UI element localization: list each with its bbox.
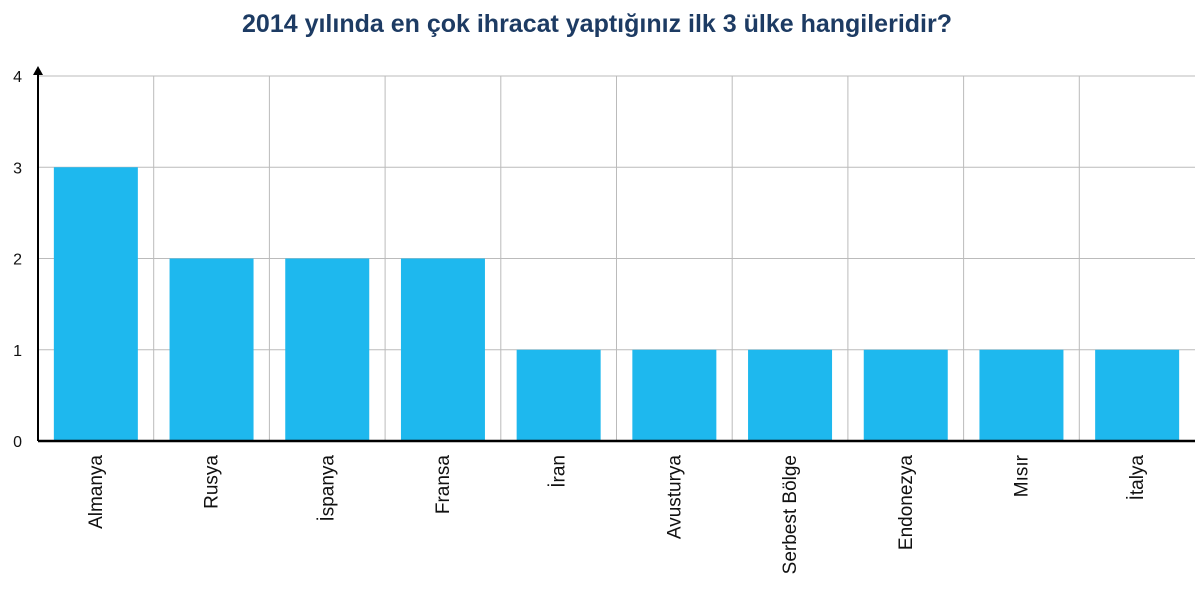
x-tick-label: Almanya — [86, 455, 107, 529]
x-tick-label: İran — [549, 455, 570, 488]
x-tick-label: İtalya — [1127, 455, 1148, 501]
x-tick-label: Endonezya — [896, 455, 917, 551]
y-tick-label: 1 — [13, 343, 22, 360]
x-tick-label: İspanya — [317, 455, 338, 522]
x-tick-label: Serbest Bölge — [780, 455, 801, 574]
x-tick-label: Avusturya — [664, 455, 685, 540]
bar — [632, 349, 717, 441]
axis-arrow — [33, 66, 43, 75]
x-tick-label: Fransa — [433, 455, 454, 515]
bar — [53, 167, 138, 441]
bar — [285, 258, 370, 441]
x-tick-label: Rusya — [202, 455, 223, 509]
bar — [169, 258, 254, 441]
bar — [516, 349, 601, 441]
y-tick-label: 4 — [13, 69, 22, 86]
y-tick-label: 2 — [13, 252, 22, 269]
bar — [400, 258, 485, 441]
y-tick-label: 0 — [13, 434, 22, 451]
bar — [1095, 349, 1180, 441]
y-tick-label: 3 — [13, 160, 22, 177]
x-tick-label: Mısır — [1011, 454, 1032, 497]
bar — [863, 349, 948, 441]
chart-title: 2014 yılında en çok ihracat yaptığınız i… — [242, 10, 952, 38]
bar — [979, 349, 1064, 441]
bar — [748, 349, 833, 441]
